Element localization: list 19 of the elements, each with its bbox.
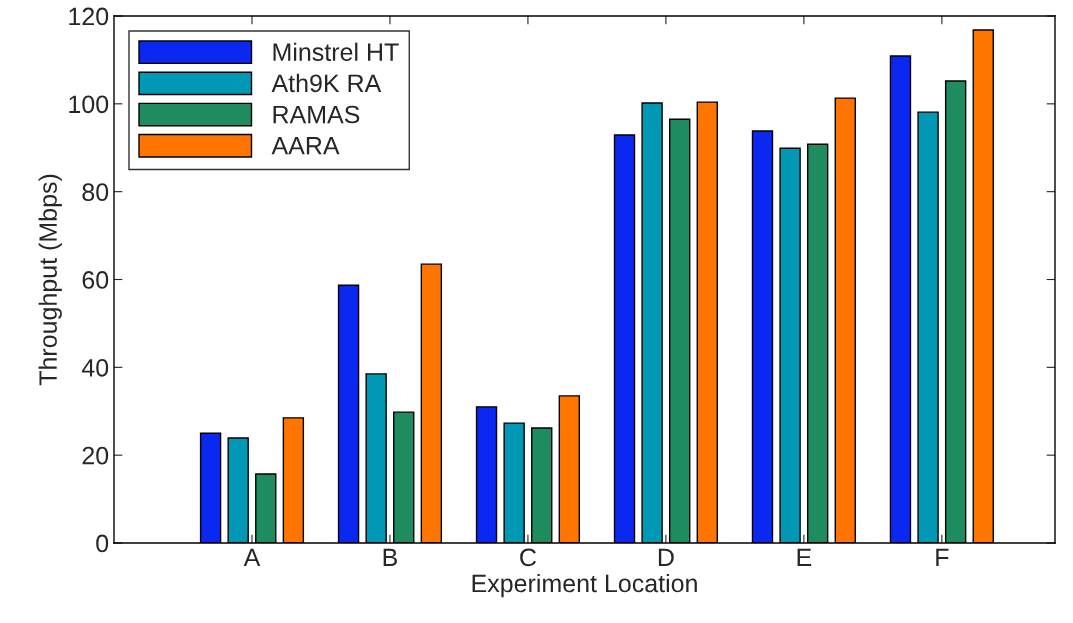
y-tick-label: 100: [69, 95, 109, 114]
y-tick-label: 20: [82, 446, 109, 465]
y-tick-label: 120: [69, 7, 109, 26]
x-tick-label: D: [658, 548, 674, 566]
y-tick-label: 0: [96, 534, 109, 553]
x-tick-label: B: [383, 548, 397, 566]
y-tick-label: 60: [82, 271, 109, 289]
y-tick-label: 40: [81, 358, 109, 377]
legend-label: RAMAS: [273, 105, 360, 124]
x-tick-label: F: [936, 548, 949, 566]
y-axis-title: Throughput (Mbps): [38, 174, 62, 386]
legend-label: Ath9K RA: [271, 73, 382, 93]
legend-label: AARA: [271, 137, 340, 155]
x-axis-title: Experiment Location: [472, 573, 697, 598]
x-tick-label: E: [797, 548, 812, 566]
y-tick-label: 80: [82, 183, 109, 201]
legend-label: Minstrel HT: [273, 42, 399, 61]
x-tick-label: C: [520, 548, 536, 567]
x-tick-label: A: [243, 548, 261, 566]
